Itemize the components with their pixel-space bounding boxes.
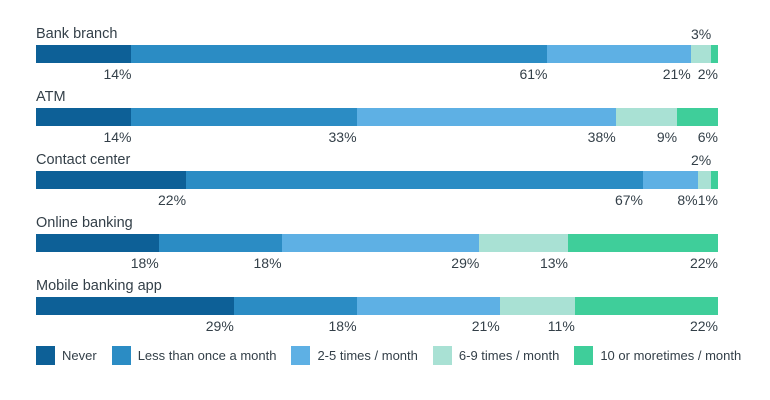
row-header: Contact center 2%: [36, 151, 718, 169]
legend-item: 10 or moretimes / month: [574, 346, 741, 365]
bar-segment: [677, 108, 718, 126]
bar-segment: [158, 234, 282, 252]
value-label: 29%: [451, 255, 480, 271]
value-label: 11%: [547, 318, 575, 334]
value-label: 21%: [471, 318, 500, 334]
category-label: Bank branch: [36, 26, 118, 42]
value-label: 14%: [103, 66, 132, 82]
bar-segment: [499, 297, 575, 315]
legend-label: Less than once a month: [137, 348, 277, 363]
bar-segment: [711, 45, 718, 63]
value-label: 29%: [205, 318, 234, 334]
category-label: Mobile banking app: [36, 278, 162, 294]
row-header: ATM: [36, 88, 718, 106]
legend-swatch-icon: [432, 346, 452, 365]
value-label: 8%: [677, 192, 698, 208]
bar-segment: [36, 234, 159, 252]
category-label: Online banking: [36, 215, 133, 231]
chart-row: Mobile banking app 29% 18% 21% 11% 22%: [36, 277, 718, 335]
bar-segment: [574, 297, 718, 315]
value-label: 13%: [539, 255, 568, 271]
bar-segment: [642, 171, 698, 189]
stacked-bar: [36, 297, 718, 315]
value-label: 14%: [103, 129, 132, 145]
row-header: Mobile banking app: [36, 277, 718, 295]
value-label: 22%: [689, 318, 718, 334]
legend-item: Never: [36, 346, 97, 365]
bar-segment: [567, 234, 718, 252]
bar-segment: [711, 171, 718, 189]
value-label: 38%: [587, 129, 616, 145]
row-value-labels: 14% 61% 21% 2%: [36, 65, 718, 83]
value-label: 22%: [689, 255, 718, 271]
bar-segment: [131, 45, 548, 63]
category-label: Contact center: [36, 152, 131, 168]
value-label: 9%: [656, 129, 678, 145]
legend-label: 10 or moretimes / month: [600, 348, 742, 363]
row-value-labels: 22% 67% 8% 1%: [36, 191, 718, 209]
value-label: 3%: [690, 26, 712, 42]
bar-segment: [233, 297, 357, 315]
bar-segment: [697, 171, 712, 189]
value-label: 18%: [130, 255, 159, 271]
stacked-bar: [36, 45, 718, 63]
row-header: Online banking: [36, 214, 718, 232]
row-value-labels: 18% 18% 29% 13% 22%: [36, 254, 718, 272]
bar-segment: [356, 297, 500, 315]
bar-segment: [36, 171, 187, 189]
chart-row: Bank branch 3% 14% 61% 21% 2%: [36, 25, 718, 83]
bar-segment: [36, 297, 234, 315]
legend-swatch-icon: [574, 346, 594, 365]
bar-segment: [131, 108, 357, 126]
legend-swatch-icon: [291, 346, 311, 365]
chart-rows: Bank branch 3% 14% 61% 21% 2% ATM 14% 33% 38% 9% 6%…: [36, 25, 718, 335]
bar-segment: [690, 45, 712, 63]
value-label: 6%: [697, 129, 718, 145]
legend-swatch-icon: [36, 346, 55, 365]
legend-item: 6-9 times / month: [432, 346, 560, 365]
legend-label: 6-9 times / month: [458, 348, 560, 363]
legend-item: 2-5 times / month: [291, 346, 418, 365]
stacked-bar: [36, 234, 718, 252]
legend-swatch-icon: [111, 346, 131, 365]
value-label: 67%: [614, 192, 643, 208]
chart-legend: Never Less than once a month 2-5 times / m…: [36, 346, 741, 365]
value-label: 61%: [519, 66, 548, 82]
value-label: 21%: [662, 66, 691, 82]
value-label: 22%: [158, 192, 187, 208]
bar-segment: [479, 234, 568, 252]
bar-segment: [547, 45, 691, 63]
bar-segment: [36, 45, 132, 63]
legend-label: 2-5 times / month: [317, 348, 418, 363]
row-value-labels: 14% 33% 38% 9% 6%: [36, 128, 718, 146]
bar-segment: [36, 108, 132, 126]
stacked-bar: [36, 171, 718, 189]
row-header: Bank branch 3%: [36, 25, 718, 43]
bar-segment: [281, 234, 480, 252]
chart-row: Contact center 2% 22% 67% 8% 1%: [36, 151, 718, 209]
legend-item: Less than once a month: [111, 346, 277, 365]
value-label: 2%: [697, 66, 718, 82]
value-label: 18%: [253, 255, 282, 271]
value-label: 2%: [690, 152, 712, 168]
bar-segment: [356, 108, 616, 126]
legend-label: Never: [62, 348, 97, 363]
value-label: 18%: [328, 318, 357, 334]
bar-segment: [186, 171, 643, 189]
category-label: ATM: [36, 89, 66, 105]
bar-segment: [615, 108, 678, 126]
chart-row: ATM 14% 33% 38% 9% 6%: [36, 88, 718, 146]
value-label: 33%: [328, 129, 357, 145]
chart-row: Online banking 18% 18% 29% 13% 22%: [36, 214, 718, 272]
value-label: 1%: [697, 192, 718, 208]
row-value-labels: 29% 18% 21% 11% 22%: [36, 317, 718, 335]
stacked-bar: [36, 108, 718, 126]
